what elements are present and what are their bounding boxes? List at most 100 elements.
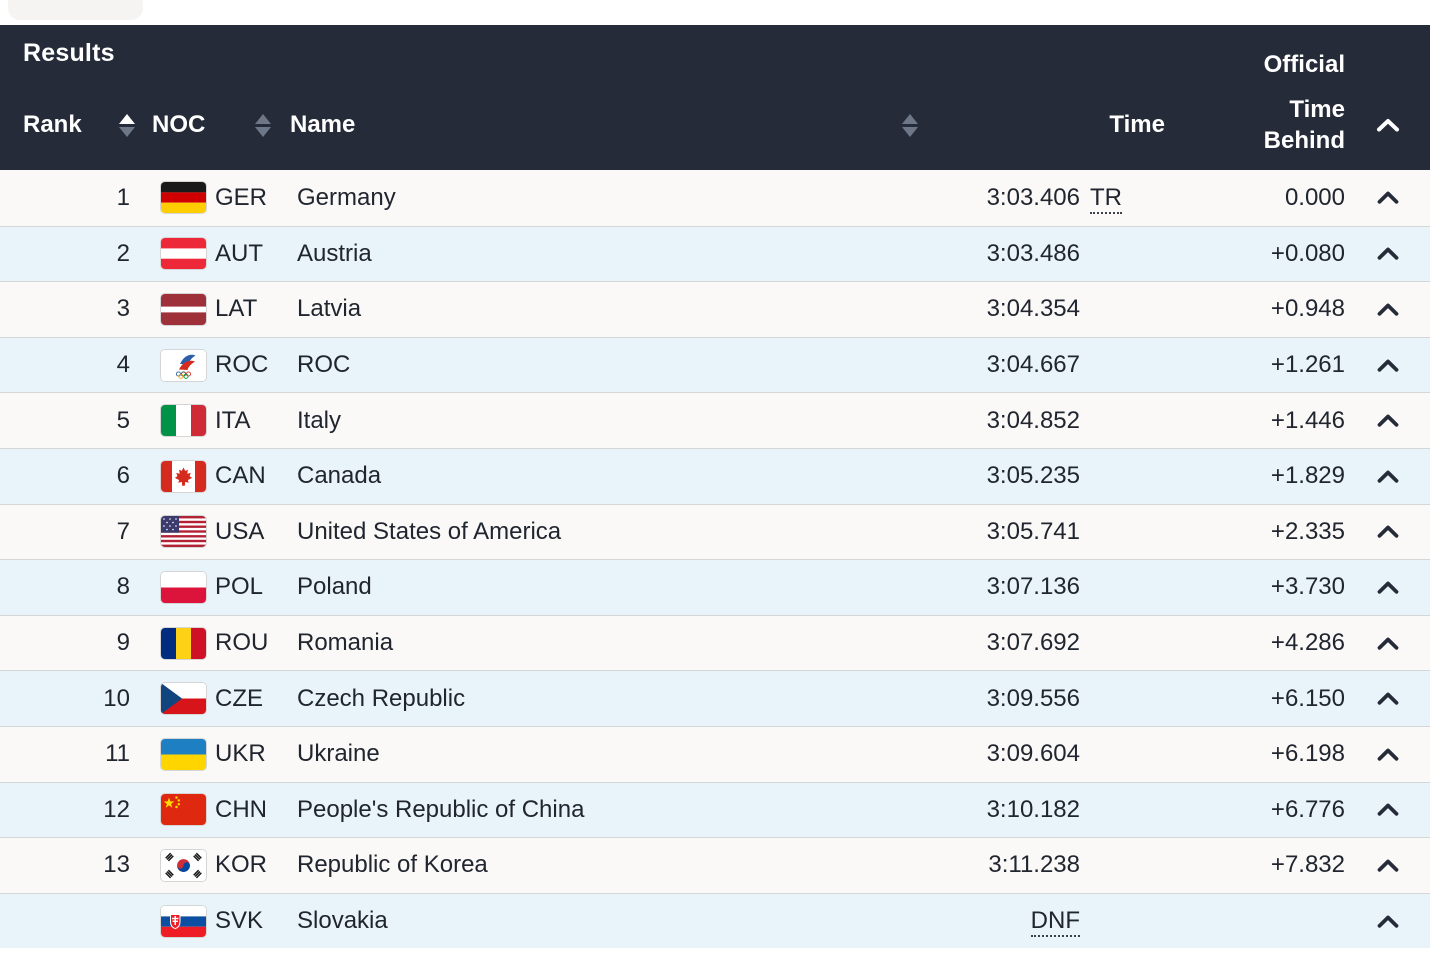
result-row-roc[interactable]: 4 ROC ROC 3:04.667 +1.261 <box>0 336 1430 393</box>
time-value: 3:09.556 <box>986 684 1080 712</box>
expand-row-button[interactable] <box>1377 581 1399 594</box>
chevron-up-icon <box>1377 525 1398 539</box>
table-header: Results Official Rank NOC <box>0 25 1430 170</box>
noc-code: CZE <box>215 684 263 712</box>
team-name: United States of America <box>297 517 562 545</box>
time-note: TR <box>1090 183 1165 214</box>
expand-row-button[interactable] <box>1377 915 1399 928</box>
tab-remnant <box>8 0 143 20</box>
noc-code: GER <box>215 183 268 211</box>
team-name: Romania <box>297 629 394 657</box>
row-chevron-cell <box>1345 247 1430 261</box>
sort-asc-icon <box>902 113 918 124</box>
result-row-lat[interactable]: 3 LAT Latvia 3:04.354 +0.948 <box>0 281 1430 337</box>
rank-value: 6 <box>116 462 130 490</box>
result-row-ukr[interactable]: 11 UKR Ukraine 3:09.604 +6.198 <box>0 725 1430 782</box>
time-behind-column-label: Time Behind <box>1263 96 1345 154</box>
noc-code: USA <box>215 517 265 545</box>
noc-code: ROU <box>215 629 269 657</box>
expand-row-button[interactable] <box>1377 359 1399 372</box>
sort-desc-icon <box>902 126 918 137</box>
result-row-can[interactable]: 6 CAN Canada 3:05.235 +1.829 <box>0 447 1430 504</box>
noc-code: ROC <box>215 351 269 379</box>
kor-flag-icon <box>160 848 207 882</box>
chevron-up-icon <box>1377 303 1398 316</box>
time-behind-value: +7.832 <box>1270 851 1345 879</box>
expand-row-button[interactable] <box>1377 692 1399 705</box>
time-value: 3:05.741 <box>986 517 1080 545</box>
result-row-pol[interactable]: 8 POL Poland 3:07.136 +3.730 <box>0 559 1430 615</box>
expand-row-button[interactable] <box>1377 525 1399 539</box>
expand-row-button[interactable] <box>1377 803 1399 817</box>
noc-code: POL <box>215 573 264 601</box>
sort-rank-button[interactable] <box>117 112 137 139</box>
result-row-usa[interactable]: 7 USA United States of America 3:05.741 +2.3… <box>0 503 1430 560</box>
team-name: Italy <box>297 406 342 434</box>
time-value: 3:09.604 <box>986 740 1080 768</box>
result-row-ita[interactable]: 5 ITA Italy 3:04.852 +1.446 <box>0 392 1430 448</box>
name-column-label: Name <box>290 111 356 138</box>
chevron-up-icon <box>1377 414 1398 427</box>
time-behind-value: +6.776 <box>1270 795 1345 823</box>
time-value: 3:03.406 <box>986 183 1080 211</box>
noc-code: UKR <box>215 740 266 768</box>
result-row-kor[interactable]: 13 KOR Republic of Korea 3:11.238 +7.832 <box>0 837 1430 893</box>
sort-name-button[interactable] <box>900 112 920 139</box>
collapse-all-button[interactable] <box>1376 118 1400 132</box>
rank-value: 11 <box>105 740 130 768</box>
chevron-up-icon <box>1377 692 1398 705</box>
chevron-up-icon <box>1377 637 1398 650</box>
expand-row-button[interactable] <box>1377 247 1399 261</box>
result-row-aut[interactable]: 2 AUT Austria 3:03.486 +0.080 <box>0 225 1430 282</box>
rank-value: 12 <box>103 795 130 823</box>
expand-row-button[interactable] <box>1377 191 1399 204</box>
time-value[interactable]: DNF <box>920 907 1080 938</box>
result-row-cze[interactable]: 10 CZE Czech Republic 3:09.556 +6.150 <box>0 670 1430 726</box>
result-row-rou[interactable]: 9 ROU Romania 3:07.692 +4.286 <box>0 614 1430 671</box>
row-chevron-cell <box>1345 525 1430 539</box>
rank-value: 10 <box>103 684 130 712</box>
chevron-up-icon <box>1377 915 1398 928</box>
expand-row-button[interactable] <box>1377 637 1399 650</box>
time-value: 3:07.136 <box>986 573 1080 601</box>
track-record-abbr[interactable]: TR <box>1090 183 1122 214</box>
cze-flag-icon <box>160 682 207 716</box>
time-value: 3:10.182 <box>986 795 1080 823</box>
result-row-chn[interactable]: 12 CHN People's Republic of China 3:10.182 +… <box>0 781 1430 838</box>
dnf-abbr[interactable]: DNF <box>1030 907 1080 938</box>
team-name: Latvia <box>297 295 362 323</box>
chevron-up-icon <box>1376 119 1399 132</box>
time-behind-value: +2.335 <box>1270 517 1345 545</box>
expand-row-button[interactable] <box>1377 470 1399 483</box>
expand-row-button[interactable] <box>1377 303 1399 316</box>
chevron-up-icon <box>1377 191 1398 204</box>
noc-code: KOR <box>215 851 268 879</box>
time-behind-value: +1.829 <box>1270 462 1345 490</box>
result-row-svk[interactable]: SVK Slovakia DNF <box>0 892 1430 949</box>
expand-row-button[interactable] <box>1377 414 1399 427</box>
expand-row-button[interactable] <box>1377 859 1399 872</box>
row-chevron-cell <box>1345 359 1430 372</box>
rank-value: 4 <box>116 351 130 379</box>
sort-noc-button[interactable] <box>253 112 273 139</box>
time-behind-value: +0.080 <box>1270 239 1345 267</box>
rou-flag-icon <box>160 626 207 660</box>
time-value: 3:03.486 <box>986 239 1080 267</box>
expand-row-button[interactable] <box>1377 748 1399 761</box>
result-row-ger[interactable]: 1 GER Germany 3:03.406 TR 0.000 <box>0 170 1430 226</box>
row-chevron-cell <box>1345 637 1430 650</box>
sort-desc-icon <box>119 126 135 137</box>
time-value: 3:04.354 <box>986 295 1080 323</box>
sort-asc-icon <box>255 113 271 124</box>
time-value: 3:04.852 <box>986 406 1080 434</box>
noc-code: ITA <box>215 406 251 434</box>
rank-value: 7 <box>116 517 130 545</box>
noc-code: SVK <box>215 907 264 935</box>
team-name: Republic of Korea <box>297 851 488 879</box>
team-name: People's Republic of China <box>297 795 585 823</box>
team-name: Germany <box>297 183 396 211</box>
time-behind-value: +1.446 <box>1270 406 1345 434</box>
team-name: Slovakia <box>297 907 388 935</box>
team-name: Austria <box>297 239 372 267</box>
ukr-flag-icon <box>160 737 207 771</box>
